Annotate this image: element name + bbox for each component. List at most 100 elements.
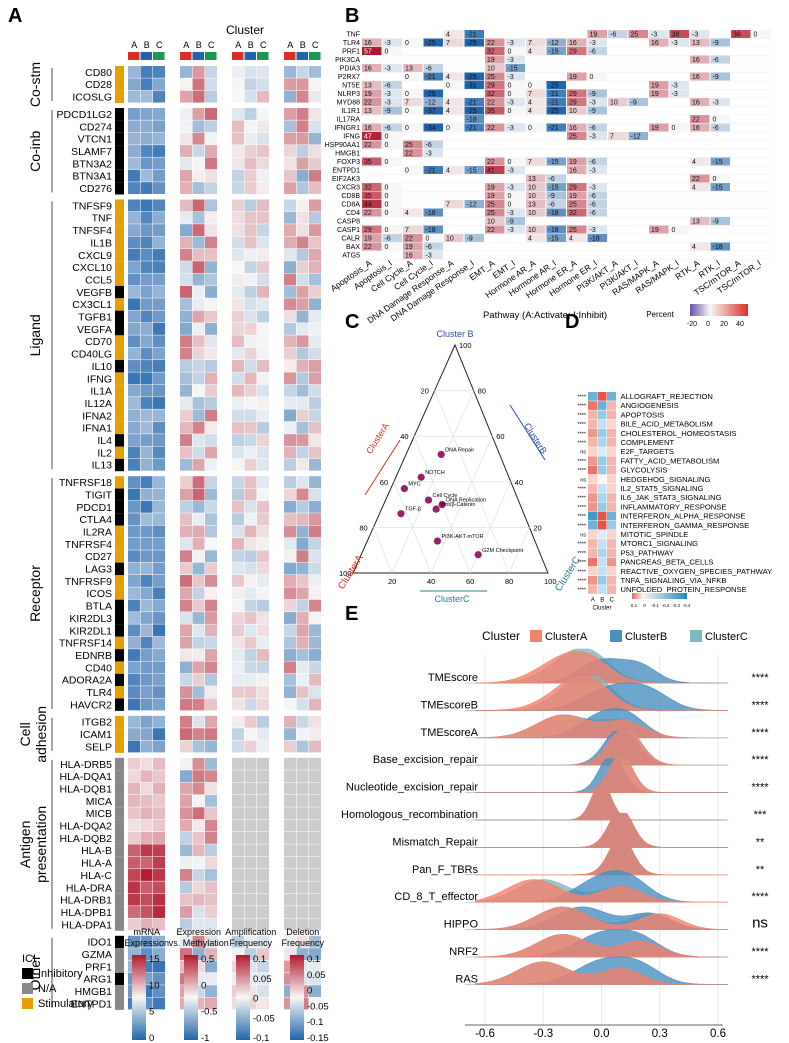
scale-tick: 10 <box>149 980 160 991</box>
heat-cell <box>296 476 309 489</box>
sig-label: **** <box>577 523 586 529</box>
heat-cell <box>244 636 257 649</box>
legend-swatch <box>610 630 622 642</box>
gene-label: LAG3 <box>85 564 112 576</box>
x-tick-label: 0.0 <box>594 1028 610 1040</box>
heat-cell <box>257 261 269 274</box>
heat-cell <box>205 819 217 832</box>
cell-value: 0 <box>508 193 512 200</box>
heat-cell <box>140 224 153 237</box>
heat-cell <box>567 157 587 166</box>
heat-cell <box>244 740 257 753</box>
heat-cell <box>464 200 484 208</box>
heat-cell <box>244 698 257 711</box>
panel-a-heatmap: ClusterA B C A B C A B C A B CCD80CD28ICOSLGCo-stmP… <box>17 23 329 1043</box>
heat-cell <box>180 157 192 170</box>
heat-cell <box>192 298 205 311</box>
cell-value: 4 <box>528 100 532 107</box>
gene-label: IL4 <box>97 435 112 447</box>
heat-cell <box>257 550 269 563</box>
row-label: CASP1 <box>337 227 360 234</box>
heat-cell <box>505 217 525 225</box>
heat-cell <box>309 211 321 224</box>
heat-cell <box>690 123 710 132</box>
cell-value: 0 <box>405 168 409 175</box>
heat-cell <box>309 434 321 446</box>
heat-cell <box>284 649 296 661</box>
heat-cell <box>296 575 309 587</box>
heat-cell <box>382 225 402 234</box>
heat-cell <box>296 409 309 422</box>
sig-label: **** <box>751 891 769 903</box>
heat-cell <box>232 169 244 182</box>
heat-cell <box>710 98 730 106</box>
cell-value: 19 <box>487 185 495 192</box>
heat-cell <box>180 132 192 145</box>
heat-cell <box>296 587 309 600</box>
heat-cell <box>423 225 443 234</box>
heat-cell <box>244 120 257 133</box>
heat-cell <box>464 98 484 106</box>
heat-cell <box>192 728 205 741</box>
heat-cell <box>128 661 140 674</box>
heat-cell <box>546 183 566 191</box>
cell-value: 22 <box>364 210 372 217</box>
cell-value: 7 <box>528 40 532 47</box>
cell-value: 25 <box>487 202 495 209</box>
sig-label: **** <box>751 699 769 711</box>
heat-cell <box>205 108 217 120</box>
heat-cell <box>296 458 309 471</box>
heat-cell <box>153 649 165 661</box>
heat-cell <box>232 770 244 783</box>
heat-cell <box>205 715 217 728</box>
heat-cell <box>153 856 165 869</box>
heat-cell <box>284 869 296 881</box>
heat-cell <box>597 539 607 548</box>
scale-tick: -0.05 <box>253 1013 275 1024</box>
cell-value: 10 <box>528 193 536 200</box>
row-label: INTERFERON_GAMMA_RESPONSE <box>621 521 750 530</box>
cell-value: 0 <box>385 202 389 209</box>
heat-cell <box>140 649 153 661</box>
heat-cell <box>128 224 140 237</box>
ici-bar <box>115 384 124 398</box>
heat-cell <box>588 520 597 530</box>
gene-label: HLA-DRB1 <box>60 895 112 907</box>
gene-label: SELP <box>85 741 112 753</box>
scale-tick: 0.05 <box>307 970 326 981</box>
heat-cell <box>296 132 309 145</box>
heat-cell <box>153 409 165 422</box>
heat-cell <box>192 347 205 360</box>
density-area <box>474 934 729 958</box>
row-label: APOPTOSIS <box>621 410 665 419</box>
heat-cell <box>128 409 140 422</box>
heat-cell <box>567 47 587 55</box>
cell-value: -6 <box>549 202 555 209</box>
cell-value: 57 <box>364 49 372 56</box>
ici-bar <box>115 199 124 212</box>
ici-bar <box>115 997 124 1010</box>
heat-cell <box>362 208 382 217</box>
cell-value: 13 <box>692 40 700 47</box>
heat-cell <box>128 199 140 212</box>
heat-cell <box>205 550 217 563</box>
cell-value: 16 <box>364 66 372 73</box>
heat-cell <box>192 832 205 844</box>
heat-cell <box>382 89 402 98</box>
heat-cell <box>284 458 296 471</box>
heat-cell <box>284 612 296 624</box>
cell-value: 22 <box>364 244 372 251</box>
gene-label: HLA-B <box>81 845 112 857</box>
gene-label: TNFRSF18 <box>59 477 112 489</box>
heat-cell <box>180 832 192 844</box>
row-label: HIPPO <box>444 919 479 931</box>
color-scale <box>184 955 198 1040</box>
cell-value: -6 <box>590 125 596 132</box>
cell-value: -3 <box>590 227 596 234</box>
heat-cell <box>232 869 244 881</box>
heat-cell <box>180 918 192 931</box>
heat-cell <box>362 132 382 140</box>
heat-cell <box>205 488 217 501</box>
heat-cell <box>140 199 153 212</box>
heat-cell <box>232 372 244 385</box>
